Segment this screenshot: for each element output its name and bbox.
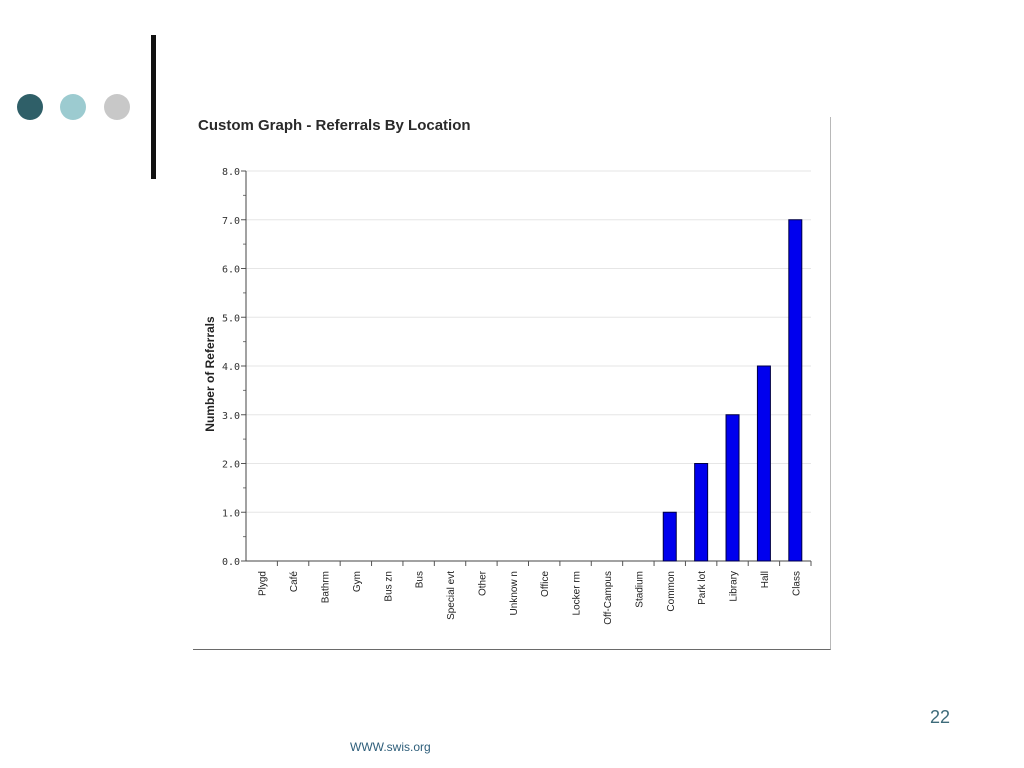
- x-tick-label: Stadium: [634, 571, 645, 608]
- y-tick-label: 1.0: [222, 508, 240, 519]
- x-tick-label: Office: [540, 571, 551, 597]
- bar-hall: [756, 365, 771, 562]
- chart-panel: 0.0 1.0 2.0 3.0 4.0 5.0 6.0 7.0 8.0 Number of Ref…: [193, 117, 831, 650]
- bar-park-lot: [694, 463, 709, 562]
- x-tick-label: Class: [791, 571, 802, 596]
- accent-bar: [151, 35, 156, 179]
- bar-common: [662, 511, 677, 562]
- y-tick-label: 0.0: [222, 557, 240, 568]
- x-tick-label: Other: [477, 570, 488, 596]
- y-tick-label: 8.0: [222, 167, 240, 178]
- bar-library: [725, 414, 740, 562]
- y-tick-label: 6.0: [222, 265, 240, 276]
- x-tick-label: Plygd: [258, 571, 269, 596]
- slide-number: 22: [930, 707, 951, 727]
- x-tick-label: Bus: [415, 571, 426, 588]
- x-tick-label: Common: [666, 571, 677, 612]
- y-tick-label: 2.0: [222, 460, 240, 471]
- x-tick-label: Bus zn: [383, 571, 394, 602]
- bar-class: [788, 219, 803, 562]
- x-tick-label: Park lot: [697, 571, 708, 605]
- x-tick-label: Bathrm: [320, 571, 331, 603]
- y-tick-label: 3.0: [222, 411, 240, 422]
- x-tick-label: Special evt: [446, 571, 457, 620]
- x-tick-label: Gym: [352, 571, 363, 592]
- x-tick-label: Hall: [760, 571, 771, 588]
- decorative-dot-dark: [17, 94, 43, 120]
- decorative-dot-light: [60, 94, 86, 120]
- y-tick-label: 5.0: [222, 313, 240, 324]
- x-tick-label: Off-Campus: [603, 571, 614, 625]
- x-tick-label: Library: [729, 571, 740, 602]
- x-tick-label: Locker rm: [572, 571, 583, 615]
- x-tick-label: Café: [289, 571, 300, 593]
- decorative-dot-gray: [104, 94, 130, 120]
- y-axis-label: Number of Referrals: [203, 316, 217, 432]
- y-tick-label: 4.0: [222, 362, 240, 373]
- chart-title: Custom Graph - Referrals By Location: [198, 117, 471, 134]
- bar-chart: 0.0 1.0 2.0 3.0 4.0 5.0 6.0 7.0 8.0 Number of Ref…: [203, 167, 812, 625]
- x-tick-label: Unknow n: [509, 571, 520, 615]
- footer-url: WWW.swis.org: [350, 740, 431, 754]
- y-tick-label: 7.0: [222, 216, 240, 227]
